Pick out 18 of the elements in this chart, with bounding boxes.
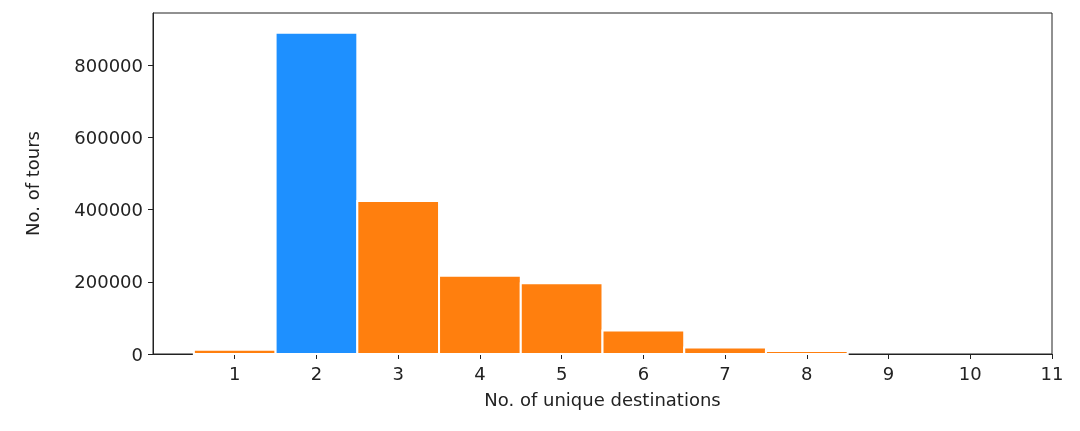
x-tick-label: 11 (1040, 362, 1064, 384)
y-tick-label: 600000 (74, 126, 143, 148)
x-tick-label: 3 (392, 362, 404, 384)
x-axis-title: No. of unique destinations (484, 388, 721, 410)
x-tick-label: 10 (958, 362, 982, 384)
y-tick-label: 800000 (74, 54, 143, 76)
x-tick-label: 4 (474, 362, 486, 384)
x-tick-label: 9 (882, 362, 895, 384)
y-tick-label: 400000 (74, 199, 143, 221)
x-tick-label: 8 (801, 362, 813, 384)
x-tick-label: 1 (229, 362, 241, 384)
x-tick-label: 5 (555, 362, 568, 384)
x-tick-label: 2 (310, 362, 323, 384)
y-axis-title: No. of tours (21, 131, 43, 236)
x-tick-label: 7 (719, 362, 731, 384)
x-tick-label: 6 (637, 362, 650, 384)
y-tick-label: 0 (131, 343, 143, 365)
y-tick-label: 200000 (74, 271, 143, 293)
